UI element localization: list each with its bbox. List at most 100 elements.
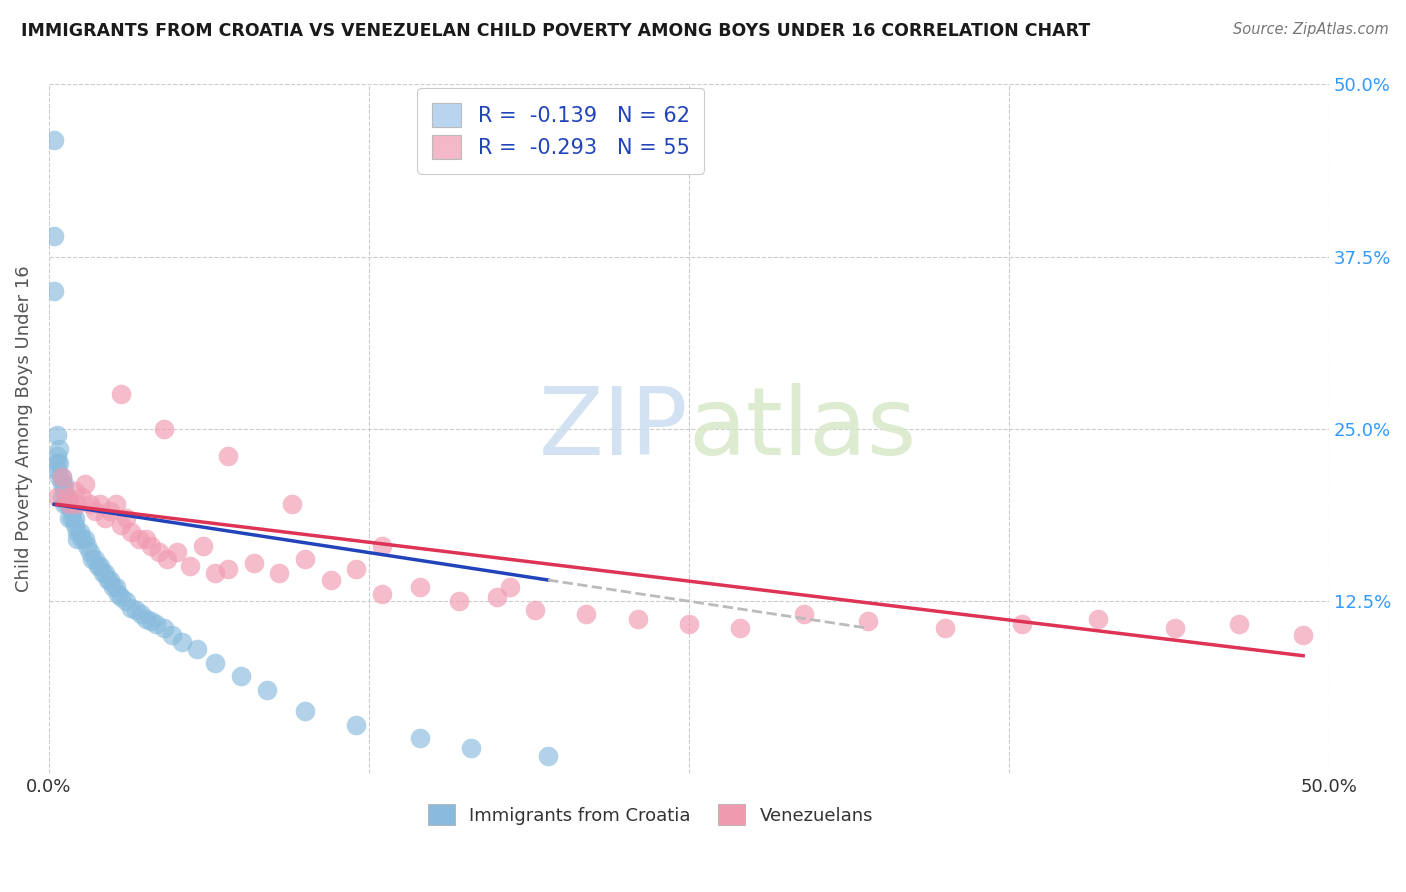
Point [82,552,104,566]
Point [135,611,157,625]
Point [94,566,117,581]
Point [129,607,152,622]
Point [73,532,96,546]
Point [141,615,163,629]
Point [56,491,79,505]
Point [91,566,114,581]
Point [370,587,392,601]
Point [58,497,80,511]
Point [51,491,73,505]
Point [97,573,120,587]
Point [344,562,367,576]
Point [179,559,201,574]
Point [73,476,96,491]
Point [45,449,67,463]
Text: IMMIGRANTS FROM CROATIA VS VENEZUELAN CHILD POVERTY AMONG BOYS UNDER 16 CORRELAT: IMMIGRANTS FROM CROATIA VS VENEZUELAN CH… [21,22,1090,40]
Point [186,641,208,656]
Point [63,518,86,533]
Point [107,587,129,601]
Point [42,228,65,243]
Point [79,497,101,511]
Point [1011,617,1033,632]
Point [84,504,107,518]
Point [89,497,111,511]
Text: ZIP: ZIP [540,383,689,475]
Point [120,600,142,615]
Point [101,580,124,594]
Point [114,593,136,607]
Point [166,545,188,559]
Point [45,491,67,505]
Point [86,559,108,574]
Point [79,545,101,559]
Point [153,621,176,635]
Point [170,635,193,649]
Point [191,539,214,553]
Point [100,573,122,587]
Point [70,532,93,546]
Point [45,456,67,470]
Point [204,656,226,670]
Point [728,621,751,635]
Point [60,511,83,525]
Point [128,532,150,546]
Point [110,590,132,604]
Point [319,573,342,587]
Point [934,621,956,635]
Point [48,456,70,470]
Point [269,566,291,581]
Point [104,580,127,594]
Point [56,491,79,505]
Point [58,511,80,525]
Point [135,532,157,546]
Point [100,504,122,518]
Point [217,449,239,463]
Point [575,607,598,622]
Point [793,607,815,622]
Point [1292,628,1315,642]
Point [156,552,179,566]
Point [281,497,304,511]
Point [66,497,89,511]
Point [110,387,132,401]
Point [409,731,432,746]
Point [1227,617,1250,632]
Point [447,593,470,607]
Point [42,284,65,298]
Point [370,539,392,553]
Point [110,518,132,533]
Point [66,524,89,539]
Point [89,559,111,574]
Point [141,539,163,553]
Point [229,669,252,683]
Point [53,476,76,491]
Point [242,557,264,571]
Point [56,497,79,511]
Point [409,580,432,594]
Point [94,511,117,525]
Text: Source: ZipAtlas.com: Source: ZipAtlas.com [1233,22,1389,37]
Point [63,483,86,498]
Point [160,628,183,642]
Point [678,617,700,632]
Point [537,749,560,764]
Text: atlas: atlas [689,383,917,475]
Point [53,497,76,511]
Point [120,524,142,539]
Point [256,683,278,698]
Point [524,603,547,617]
Point [45,463,67,477]
Y-axis label: Child Poverty Among Boys Under 16: Child Poverty Among Boys Under 16 [15,265,32,592]
Point [1164,621,1187,635]
Point [344,717,367,731]
Point [204,566,226,581]
Point [53,483,76,498]
Point [1087,611,1109,625]
Point [217,562,239,576]
Point [499,580,522,594]
Point [145,617,167,632]
Point [51,469,73,483]
Point [125,603,148,617]
Point [63,511,86,525]
Point [148,545,170,559]
